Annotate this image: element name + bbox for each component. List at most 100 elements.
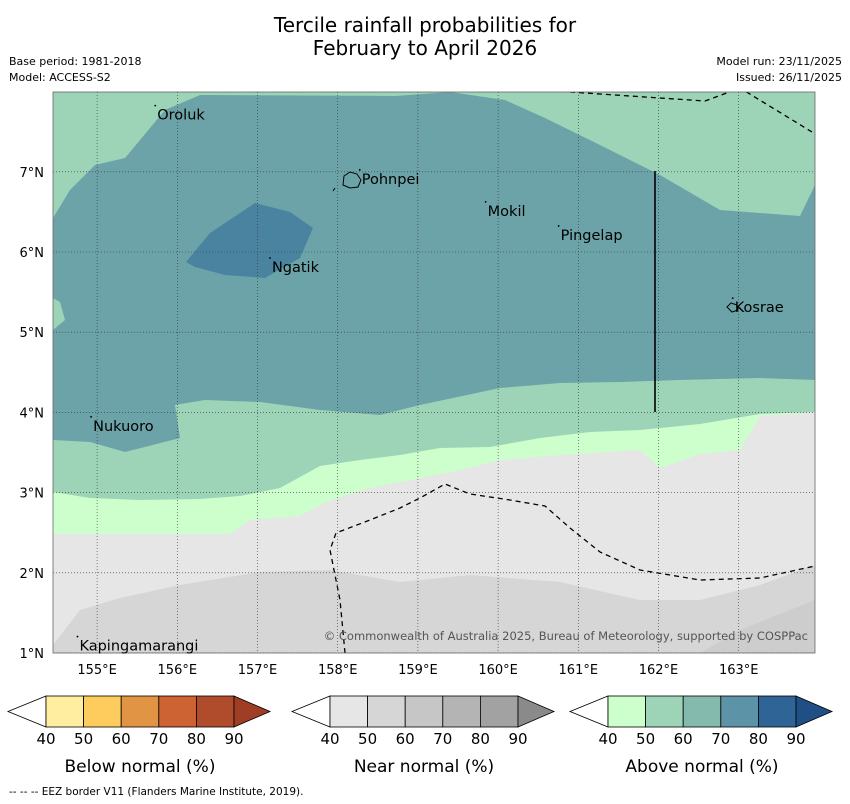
place-marker: [269, 257, 271, 259]
title-line-1: Tercile rainfall probabilities for: [273, 13, 577, 37]
eez-border-north: [569, 92, 813, 133]
plot-frame: [52, 91, 816, 654]
lat-label: 2°N: [20, 567, 45, 582]
place-marker: [90, 415, 92, 418]
lon-label: 158°E: [318, 663, 358, 678]
lon-label: 160°E: [478, 663, 518, 678]
legend-swatch: [682, 695, 722, 728]
legend-tick: 70: [149, 730, 168, 748]
meta-left: Base period: 1981-2018 Model: ACCESS-S2: [9, 54, 141, 86]
legend-tick: 40: [598, 730, 617, 748]
probability-fields: [53, 92, 815, 653]
legend-near: 40 50 60 70 80 90 Near normal (%): [290, 695, 556, 777]
legend-title: Below normal (%): [65, 757, 216, 777]
lon-label: 156°E: [158, 663, 198, 678]
lat-label: 6°N: [20, 246, 45, 261]
graticule: [53, 92, 815, 654]
legend-swatch: [158, 695, 197, 728]
copyright-text: © Commonwealth of Australia 2025, Bureau…: [324, 629, 808, 643]
place-label-kapingamarangi: Kapingamarangi: [79, 639, 198, 655]
legend-min-arrow: [568, 695, 609, 728]
legend-tick: 40: [36, 730, 55, 748]
legend-min-arrow: [6, 695, 47, 728]
legend-tick: 90: [224, 730, 243, 748]
lon-label: 162°E: [639, 663, 679, 678]
legend-swatch: [404, 695, 444, 728]
legend-max-arrow: [517, 695, 556, 728]
legend-swatch: [479, 695, 519, 728]
place-marker: [358, 168, 361, 171]
legend-tick: 40: [320, 730, 339, 748]
lat-label: 4°N: [20, 406, 45, 421]
model-run: Model run: 23/11/2025: [716, 55, 842, 68]
lat-label: 5°N: [20, 326, 45, 341]
place-label-pohnpei: Pohnpei: [362, 172, 420, 188]
legend-tick: 60: [112, 730, 131, 748]
ant-atoll-mark: [332, 187, 336, 192]
model-name: Model: ACCESS-S2: [9, 71, 111, 84]
legend-above: 40 50 60 70 80 90 Above normal (%): [568, 695, 834, 777]
legend-tick: 70: [711, 730, 730, 748]
longitude-labels: 155°E 156°E 157°E 158°E 159°E 160°E 161°E 162°E…: [77, 663, 758, 678]
place-marker: [557, 225, 560, 227]
legend-tick: 70: [433, 730, 452, 748]
above-normal-70-field: [186, 203, 313, 278]
legend-swatch: [195, 695, 235, 728]
legend-swatch: [120, 695, 160, 728]
place-marker: [154, 104, 157, 107]
legend-tick: 50: [358, 730, 377, 748]
lon-label: 159°E: [398, 663, 438, 678]
legend-tick: 80: [471, 730, 490, 748]
legend-max-arrow: [795, 695, 834, 728]
place-label-kosrae: Kosrae: [735, 300, 784, 316]
lat-label: 7°N: [20, 166, 45, 181]
place-label-oroluk: Oroluk: [157, 108, 205, 124]
legend-title: Near normal (%): [354, 757, 494, 777]
base-period: Base period: 1981-2018: [9, 55, 142, 68]
lat-label: 1°N: [20, 647, 45, 662]
legend-max-arrow: [233, 695, 272, 728]
issued-date: Issued: 26/11/2025: [735, 71, 842, 84]
place-marker: [76, 635, 79, 638]
legend-tick: 50: [74, 730, 93, 748]
legend-swatch: [45, 695, 84, 728]
legend-min-arrow: [290, 695, 331, 728]
lon-label: 163°E: [719, 663, 759, 678]
latitude-labels: 7°N 6°N 5°N 4°N 3°N 2°N 1°N: [20, 166, 45, 662]
legend-swatch: [645, 695, 684, 728]
legend-title: Above normal (%): [625, 757, 778, 777]
near-normal-60-field: [53, 565, 815, 653]
legend-tick: 90: [508, 730, 527, 748]
legend-swatch: [83, 695, 122, 728]
place-label-mokil: Mokil: [488, 204, 526, 220]
eez-border-south: [329, 483, 815, 653]
place-labels: Oroluk Pohnpei Mokil Pingelap Ngatik Kosrae Nu…: [76, 104, 784, 655]
pohnpei-island-outline: [342, 171, 362, 189]
map-title: Tercile rainfall probabilities for Febru…: [0, 14, 850, 60]
legend-swatch: [367, 695, 406, 728]
legend-swatch: [442, 695, 481, 728]
legend-tick: 50: [636, 730, 655, 748]
legend-tick: 90: [786, 730, 805, 748]
legend-tick: 60: [396, 730, 415, 748]
legends: 40 50 60 70 80 90 Below normal (%) 40 50 60 70 80 90…: [6, 695, 834, 777]
lon-label: 161°E: [559, 663, 599, 678]
place-marker: [484, 201, 487, 203]
legend-swatch: [758, 695, 797, 728]
lat-label: 3°N: [20, 487, 45, 502]
legend-tick: 80: [749, 730, 768, 748]
legend-swatch: [329, 695, 368, 728]
legend-tick: 60: [674, 730, 693, 748]
place-label-pingelap: Pingelap: [561, 228, 623, 244]
meta-right: Model run: 23/11/2025 Issued: 26/11/2025: [716, 54, 842, 86]
eez-borders: [329, 92, 815, 653]
legend-swatch: [607, 695, 646, 728]
legend-below: 40 50 60 70 80 90 Below normal (%): [6, 695, 272, 777]
place-label-ngatik: Ngatik: [272, 260, 320, 276]
title-line-2: February to April 2026: [312, 36, 538, 60]
place-marker: [731, 297, 734, 300]
legend-tick: 80: [187, 730, 206, 748]
kosrae-island-outline: [726, 302, 739, 313]
lon-label: 155°E: [77, 663, 117, 678]
